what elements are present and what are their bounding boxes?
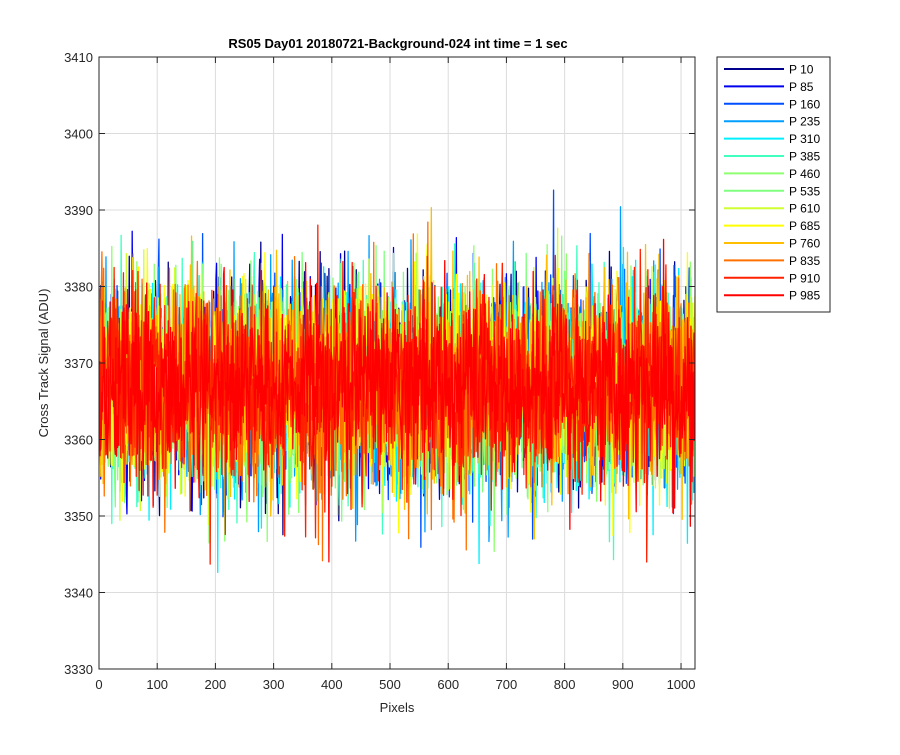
y-tick-label: 3330	[64, 662, 93, 677]
x-tick-label: 0	[95, 677, 102, 692]
x-axis: 0 100 200 300 400 500 600 700 800 900 1000	[95, 57, 695, 692]
legend-label: P 535	[789, 184, 820, 198]
series-line	[99, 238, 695, 563]
legend-label: P 310	[789, 132, 820, 146]
series-line	[99, 224, 695, 565]
y-tick-label: 3360	[64, 433, 93, 448]
x-tick-label: 800	[554, 677, 576, 692]
legend-label: P 685	[789, 219, 820, 233]
legend-label: P 835	[789, 254, 820, 268]
y-axis-label: Cross Track Signal (ADU)	[36, 289, 51, 438]
x-tick-label: 900	[612, 677, 634, 692]
y-tick-label: 3390	[64, 203, 93, 218]
chart-title: RS05 Day01 20180721-Background-024 int t…	[228, 36, 567, 51]
x-tick-label: 400	[321, 677, 343, 692]
x-tick-label: 100	[146, 677, 168, 692]
legend-label: P 985	[789, 289, 820, 303]
x-tick-label: 500	[379, 677, 401, 692]
legend-label: P 460	[789, 167, 820, 181]
x-tick-label: 1000	[667, 677, 696, 692]
x-tick-label: 300	[263, 677, 285, 692]
y-tick-label: 3410	[64, 50, 93, 65]
y-tick-label: 3370	[64, 356, 93, 371]
x-tick-label: 600	[437, 677, 459, 692]
y-axis: 3330 3340 3350 3360 3370 3380 3390 3400 3410	[64, 50, 695, 677]
legend: P 10 P 85 P 160 P 235 P 310 P 385 P 460 P 535 P …	[716, 56, 831, 313]
legend-label: P 85	[789, 80, 814, 94]
legend-label: P 235	[789, 115, 820, 129]
y-tick-label: 3400	[64, 127, 93, 142]
y-tick-label: 3350	[64, 509, 93, 524]
series-layer	[99, 189, 695, 573]
legend-label: P 910	[789, 271, 820, 285]
x-tick-label: 200	[205, 677, 227, 692]
y-tick-label: 3380	[64, 280, 93, 295]
x-tick-label: 700	[496, 677, 518, 692]
legend-label: P 760	[789, 237, 820, 251]
x-axis-label: Pixels	[380, 700, 415, 715]
legend-box	[716, 56, 831, 313]
y-tick-label: 3340	[64, 586, 93, 601]
legend-label: P 385	[789, 150, 820, 164]
legend-label: P 160	[789, 97, 820, 111]
legend-label: P 610	[789, 202, 820, 216]
legend-label: P 10	[789, 63, 814, 77]
